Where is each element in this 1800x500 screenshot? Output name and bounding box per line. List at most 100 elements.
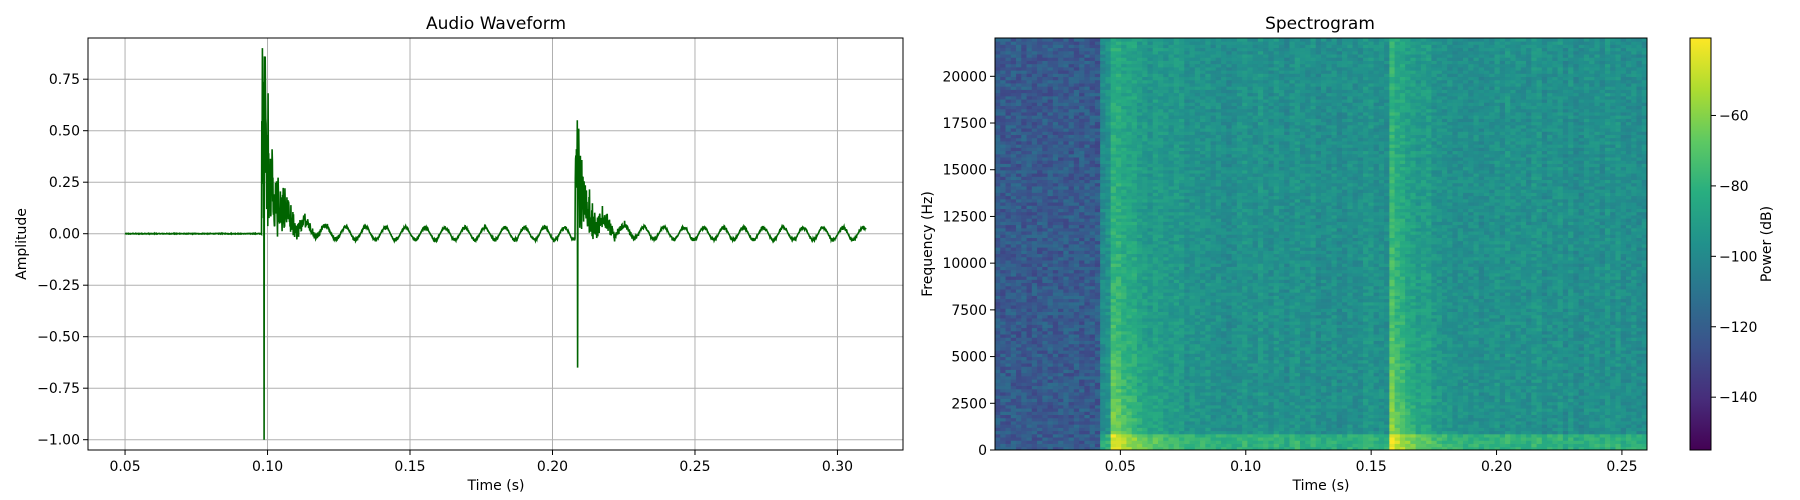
spectrogram-cell (1094, 408, 1101, 412)
spectrogram-cell (1084, 176, 1091, 181)
spectrogram-cell (1094, 118, 1101, 123)
spectrogram-cell (1158, 38, 1164, 42)
spectrogram-cell (1158, 198, 1164, 203)
spectrogram-cell (1021, 266, 1027, 271)
spectrogram-cell (1152, 211, 1159, 216)
spectrogram-cell (1010, 189, 1017, 193)
spectrogram-cell (1179, 240, 1185, 245)
spectrogram-cell (1121, 218, 1127, 222)
spectrogram-cell (1152, 47, 1159, 52)
spectrogram-cell (1042, 311, 1048, 316)
spectrogram-cell (1158, 231, 1164, 235)
spectrogram-cell (1042, 421, 1048, 425)
spectrogram-cell (1147, 308, 1154, 312)
spectrogram-cell (1110, 276, 1117, 280)
spectrogram-cell (1126, 324, 1133, 329)
spectrogram-cell (1021, 443, 1027, 448)
spectrogram-cell (1147, 195, 1154, 200)
spectrogram-cell (1100, 363, 1106, 367)
spectrogram-cell (1131, 237, 1138, 242)
spectrogram-cell (1016, 115, 1022, 119)
spectrogram-cell (1184, 292, 1190, 296)
spectrogram-cell (1184, 260, 1190, 264)
spectrogram-cell (1121, 50, 1127, 55)
spectrogram-cell (995, 108, 1001, 113)
spectrogram-cell (1016, 314, 1022, 319)
spectrogram-cell (1115, 186, 1122, 190)
spectrogram-cell (1058, 118, 1064, 123)
spectrogram-cell (1005, 157, 1012, 161)
spectrogram-cell (1168, 57, 1175, 61)
spectrogram-cell (1131, 379, 1138, 383)
spectrogram-cell (1100, 404, 1106, 409)
spectrogram-cell (1042, 231, 1048, 235)
spectrogram-cell (1000, 430, 1006, 435)
spectrogram-cell (1000, 205, 1006, 209)
spectrogram-cell (1179, 285, 1185, 290)
spectrogram-cell (1115, 157, 1122, 161)
spectrogram-cell (995, 99, 1001, 103)
spectrogram-cell (1147, 337, 1154, 341)
spectrogram-cell (1121, 379, 1127, 383)
spectrogram-cell (1163, 144, 1169, 148)
spectrogram-cell (1073, 244, 1080, 248)
spectrogram-cell (1168, 292, 1175, 296)
spectrogram-cell (1084, 301, 1091, 306)
spectrogram-cell (995, 318, 1001, 322)
spectrogram-cell (1058, 247, 1064, 251)
spectrogram-cell (1073, 176, 1080, 181)
spectrogram-cell (1016, 272, 1022, 277)
spectrogram-cell (1100, 221, 1106, 226)
spectrogram-cell (1173, 124, 1180, 129)
spectrogram-cell (1021, 128, 1027, 132)
spectrogram-cell (1058, 318, 1064, 322)
spectrogram-cell (1010, 353, 1017, 358)
spectrogram-cell (1042, 124, 1048, 129)
spectrogram-cell (1084, 404, 1091, 409)
spectrogram-cell (1142, 276, 1148, 280)
spectrogram-cell (1115, 272, 1122, 277)
spectrogram-cell (1121, 202, 1127, 206)
spectrogram-cell (1068, 66, 1075, 71)
spectrogram-cell (1158, 408, 1164, 412)
spectrogram-cell (1073, 421, 1080, 425)
spectrogram-cell (1110, 38, 1117, 42)
spectrogram-cell (1142, 218, 1148, 222)
spectrogram-cell (1089, 102, 1096, 106)
spectrogram-cell (1016, 266, 1022, 271)
spectrogram-cell (1105, 276, 1112, 280)
spectrogram-cell (1000, 285, 1006, 290)
spectrogram-cell (1184, 66, 1190, 71)
spectrogram-cell (1084, 440, 1091, 444)
spectrogram-cell (1131, 343, 1138, 348)
spectrogram-cell (1184, 157, 1190, 161)
spectrogram-cell (1084, 292, 1091, 296)
spectrogram-cell (1016, 195, 1022, 200)
spectrogram-cell (1179, 440, 1185, 444)
spectrogram-cell (1068, 247, 1075, 251)
spectrogram-cell (1037, 234, 1043, 238)
spectrogram-cell (1163, 89, 1169, 94)
spectrogram-cell (1089, 169, 1096, 174)
spectrogram-cell (1126, 137, 1133, 142)
spectrogram-cell (1026, 89, 1033, 94)
spectrogram-cell (1031, 124, 1038, 129)
spectrogram-cell (1152, 440, 1159, 444)
spectrogram-cell (1194, 240, 1201, 245)
spectrogram-cell (1152, 221, 1159, 226)
spectrogram-cell (1000, 244, 1006, 248)
spectrogram-cell (1058, 411, 1064, 415)
spectrogram-cell (1005, 57, 1012, 61)
spectrogram-cell (1000, 263, 1006, 267)
spectrogram-cell (1005, 379, 1012, 383)
spectrogram-cell (1079, 237, 1085, 242)
spectrogram-cell (1121, 221, 1127, 226)
spectrogram-cell (1100, 417, 1106, 422)
spectrogram-cell (1115, 398, 1122, 403)
spectrogram-cell (1168, 318, 1175, 322)
spectrogram-cell (1031, 89, 1038, 94)
spectrogram-cell (1094, 314, 1101, 319)
spectrogram-cell (1005, 234, 1012, 238)
spectrogram-cell (1021, 343, 1027, 348)
waveform-x-tick-label: 0.20 (537, 459, 568, 475)
